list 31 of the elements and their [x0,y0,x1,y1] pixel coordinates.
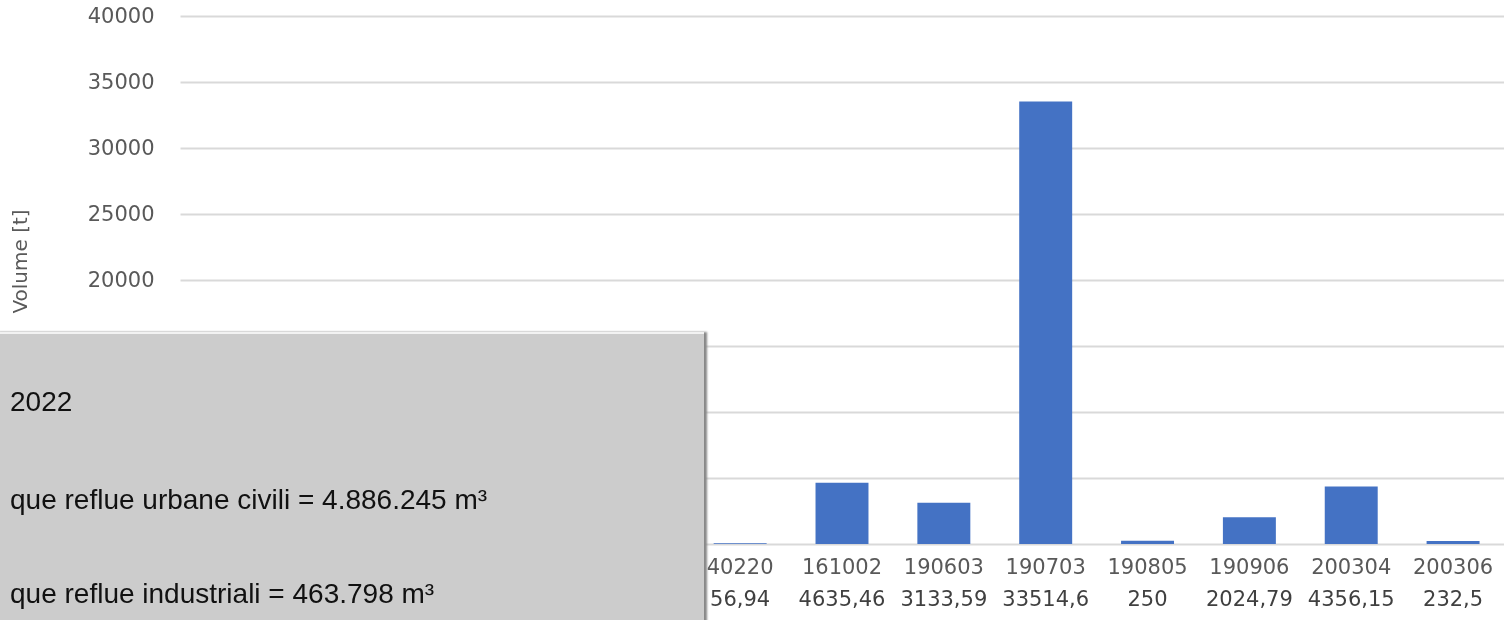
text-box: 2022 que reflue urbane civili = 4.886.245 m³ que reflue industriali = 463.798 m³ [0,332,704,620]
bar [1019,101,1073,544]
bar [1426,540,1480,544]
bar [1222,517,1276,544]
y-tick-label: 20000 [87,267,155,292]
data-label: 2024,79 [1205,587,1293,611]
data-label: 33514,6 [1002,587,1090,611]
x-tick-label: 200306 [1412,554,1494,579]
bar [815,482,869,544]
y-tick-label: 40000 [87,3,155,28]
x-tick-label: 200304 [1311,554,1392,579]
y-axis-title: Volume [t] [7,209,32,314]
x-tick-label: 190703 [1005,554,1086,579]
y-tick-label: 25000 [87,201,155,226]
data-label: 56,94 [710,587,771,611]
y-tick-label: 30000 [87,135,155,160]
annotation: que reflue urbane civili = 4.886.245 m³ [10,484,488,516]
x-tick-label: 190603 [903,554,984,579]
x-tick-label: 161002 [801,554,883,579]
x-tick-label: 190805 [1107,554,1188,579]
x-tick-label: 40220 [706,554,774,579]
y-tick-label: 35000 [87,69,155,94]
data-label: 4635,46 [798,587,886,611]
data-label: 4356,15 [1307,587,1395,611]
data-label: 250 [1127,587,1168,611]
bar [1121,540,1175,544]
data-label: 3133,59 [900,587,988,611]
x-tick-label: 190906 [1209,554,1290,579]
bar [917,502,971,544]
bar [1324,486,1378,544]
data-label: 232,5 [1423,587,1484,611]
